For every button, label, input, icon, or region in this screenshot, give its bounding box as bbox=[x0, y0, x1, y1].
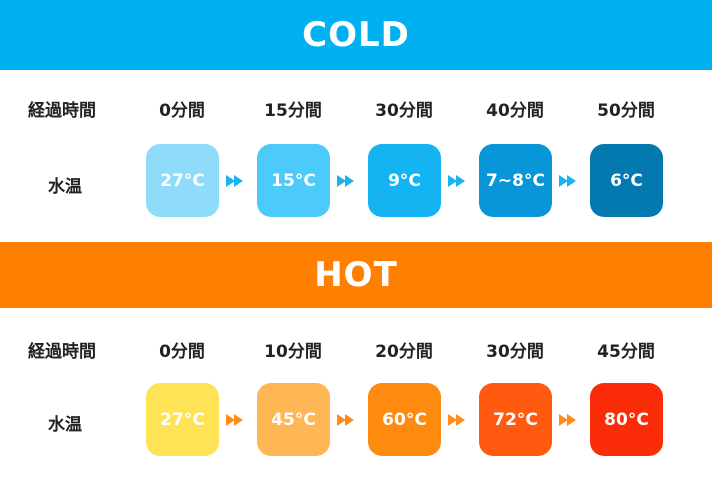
hot-time-1: 10分間 bbox=[264, 342, 322, 362]
double-arrow-right-icon bbox=[337, 414, 354, 426]
hot-title: HOT bbox=[314, 255, 398, 295]
hot-temp-box-3: 72°C bbox=[479, 383, 552, 456]
double-arrow-right-icon bbox=[559, 175, 576, 187]
cold-time-header: 経過時間 bbox=[28, 101, 96, 121]
hot-time-0: 0分間 bbox=[159, 342, 205, 362]
cold-title: COLD bbox=[302, 15, 410, 55]
cold-temp-box-3: 7~8°C bbox=[479, 144, 552, 217]
hot-time-header: 経過時間 bbox=[28, 342, 96, 362]
double-arrow-right-icon bbox=[226, 175, 243, 187]
cold-temp-box-4: 6°C bbox=[590, 144, 663, 217]
cold-time-4: 50分間 bbox=[597, 101, 655, 121]
cold-time-1: 15分間 bbox=[264, 101, 322, 121]
hot-time-2: 20分間 bbox=[375, 342, 433, 362]
double-arrow-right-icon bbox=[448, 175, 465, 187]
cold-temp-box-2: 9°C bbox=[368, 144, 441, 217]
hot-temp-box-4: 80°C bbox=[590, 383, 663, 456]
hot-temp-box-1: 45°C bbox=[257, 383, 330, 456]
hot-time-3: 30分間 bbox=[486, 342, 544, 362]
hot-time-4: 45分間 bbox=[597, 342, 655, 362]
double-arrow-right-icon bbox=[337, 175, 354, 187]
hot-temp-box-2: 60°C bbox=[368, 383, 441, 456]
cold-banner: COLD bbox=[0, 0, 712, 70]
double-arrow-right-icon bbox=[448, 414, 465, 426]
hot-temp-box-0: 27°C bbox=[146, 383, 219, 456]
double-arrow-right-icon bbox=[559, 414, 576, 426]
cold-time-3: 40分間 bbox=[486, 101, 544, 121]
cold-time-2: 30分間 bbox=[375, 101, 433, 121]
cold-temp-box-1: 15°C bbox=[257, 144, 330, 217]
cold-time-0: 0分間 bbox=[159, 101, 205, 121]
hot-banner: HOT bbox=[0, 242, 712, 308]
cold-temp-box-0: 27°C bbox=[146, 144, 219, 217]
cold-temp-header: 水温 bbox=[48, 177, 82, 197]
hot-temp-header: 水温 bbox=[48, 415, 82, 435]
double-arrow-right-icon bbox=[226, 414, 243, 426]
